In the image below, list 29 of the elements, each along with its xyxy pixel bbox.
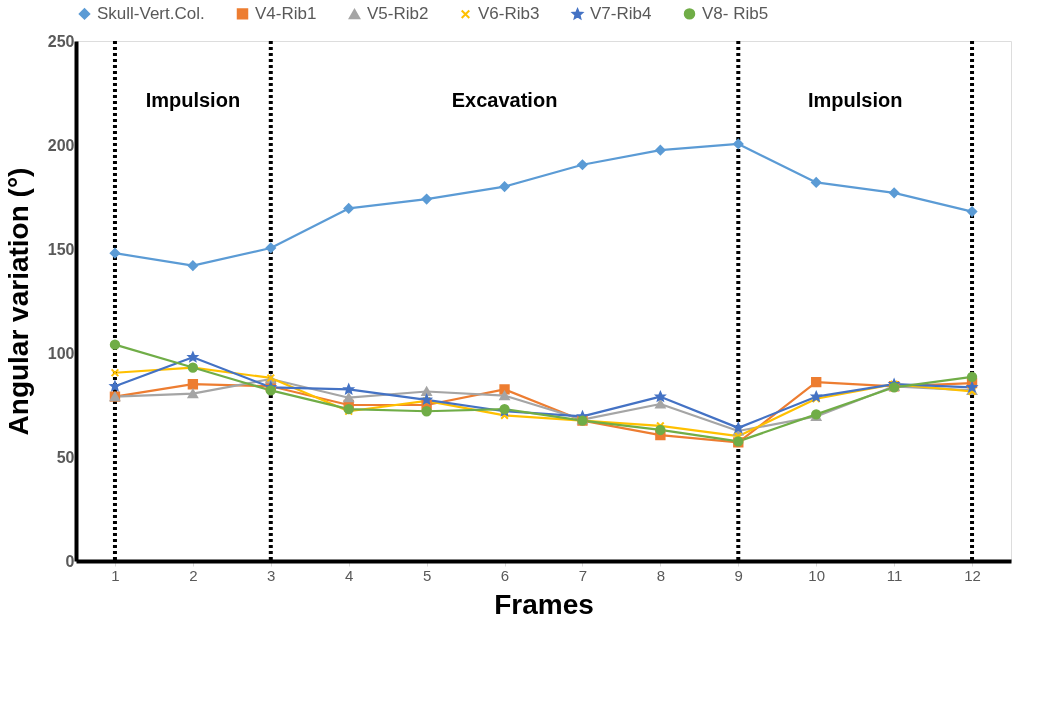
legend-label: V7-Rib4 xyxy=(590,4,652,24)
x-tick-label: 12 xyxy=(964,566,981,584)
annotation: Impulsion xyxy=(145,89,241,111)
legend-label: V6-Rib3 xyxy=(478,4,540,24)
x-tick-label: 11 xyxy=(886,566,903,584)
x-tick-label: 7 xyxy=(578,566,588,584)
y-tick-label: 250 xyxy=(47,32,75,50)
annotation: Impulsion xyxy=(807,89,903,111)
legend-label: V8- Rib5 xyxy=(702,3,769,23)
x-tick-label: 1 xyxy=(111,566,120,584)
y-axis-title: Angular variation (°) xyxy=(2,167,34,436)
x-tick-label: 10 xyxy=(808,566,826,584)
x-tick-label: 3 xyxy=(267,566,276,584)
x-tick-label: 8 xyxy=(656,566,666,584)
x-axis-title: Frames xyxy=(494,588,594,620)
y-tick-label: 0 xyxy=(65,552,75,570)
legend-label: V4-Rib1 xyxy=(255,3,317,23)
y-tick-label: 50 xyxy=(56,448,75,466)
x-tick-label: 2 xyxy=(189,566,198,584)
legend-label: V5-Rib2 xyxy=(367,4,429,24)
x-tick-label: 4 xyxy=(345,566,354,584)
y-tick-label: 200 xyxy=(47,136,75,154)
annotation: Excavation xyxy=(451,89,558,111)
legend-label: Skull-Vert.Col. xyxy=(97,3,205,23)
y-tick-label: 100 xyxy=(47,344,75,362)
x-tick-label: 6 xyxy=(500,566,510,584)
x-tick-label: 9 xyxy=(734,566,743,584)
y-tick-label: 150 xyxy=(47,240,75,258)
x-tick-label: 5 xyxy=(422,566,432,584)
